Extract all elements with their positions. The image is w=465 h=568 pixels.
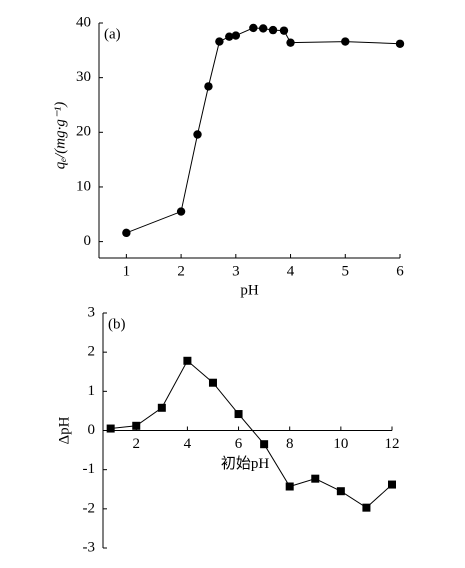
y-tick-label: 20 xyxy=(76,124,91,140)
point xyxy=(249,23,258,33)
x-axis-label: pH xyxy=(240,282,259,298)
x-tick-label: 6 xyxy=(235,436,243,452)
x-tick-label: 5 xyxy=(342,263,350,279)
point xyxy=(268,25,278,35)
x-tick-label: 8 xyxy=(286,436,294,452)
x-tick-label: 3 xyxy=(232,263,240,279)
point xyxy=(395,39,405,48)
point xyxy=(132,421,141,430)
point xyxy=(204,82,213,91)
x-tick-label: 2 xyxy=(132,436,140,452)
y-tick-label: 40 xyxy=(76,14,91,30)
y-tick-label: 3 xyxy=(88,304,96,320)
x-tick-label: 1 xyxy=(123,263,131,279)
x-tick-label: 2 xyxy=(177,263,185,279)
point xyxy=(341,37,350,46)
point xyxy=(208,378,217,387)
point xyxy=(286,38,295,47)
point xyxy=(279,26,289,35)
point xyxy=(183,356,192,365)
point xyxy=(234,410,243,419)
y-tick-label: -3 xyxy=(83,539,96,555)
y-tick-label: -1 xyxy=(83,461,96,477)
point xyxy=(176,207,186,216)
point xyxy=(215,37,224,46)
point xyxy=(258,24,268,33)
x-tick-label: 10 xyxy=(333,436,348,452)
y-tick-label: 0 xyxy=(84,233,92,249)
point xyxy=(388,480,396,489)
x-axis-label: 初始pH xyxy=(221,455,270,472)
x-tick-label: 6 xyxy=(396,263,404,279)
point xyxy=(260,440,269,449)
x-tick-label: 4 xyxy=(184,436,192,452)
x-tick-label: 12 xyxy=(385,436,400,452)
point xyxy=(336,487,345,496)
point xyxy=(122,228,131,238)
y-tick-label: 0 xyxy=(88,422,96,438)
point xyxy=(157,403,166,412)
point xyxy=(225,32,234,41)
y-axis-label: qₑ/(mg·g⁻¹) xyxy=(52,102,68,170)
y-axis-label: ΔpH xyxy=(56,416,72,444)
point xyxy=(231,31,241,40)
x-tick-label: 4 xyxy=(287,263,295,279)
y-tick-label: 1 xyxy=(88,383,96,399)
point xyxy=(285,482,294,491)
point xyxy=(106,424,115,433)
series-line xyxy=(126,27,401,234)
y-tick-label: 10 xyxy=(76,178,91,194)
point xyxy=(193,130,202,139)
y-tick-label: 2 xyxy=(88,344,96,360)
panel-label: (a) xyxy=(104,26,121,42)
point xyxy=(311,474,320,483)
panel-label: (b) xyxy=(108,316,126,332)
y-tick-label: -2 xyxy=(83,500,96,516)
y-tick-label: 30 xyxy=(76,69,91,85)
series-line xyxy=(110,360,393,509)
point xyxy=(362,503,371,512)
